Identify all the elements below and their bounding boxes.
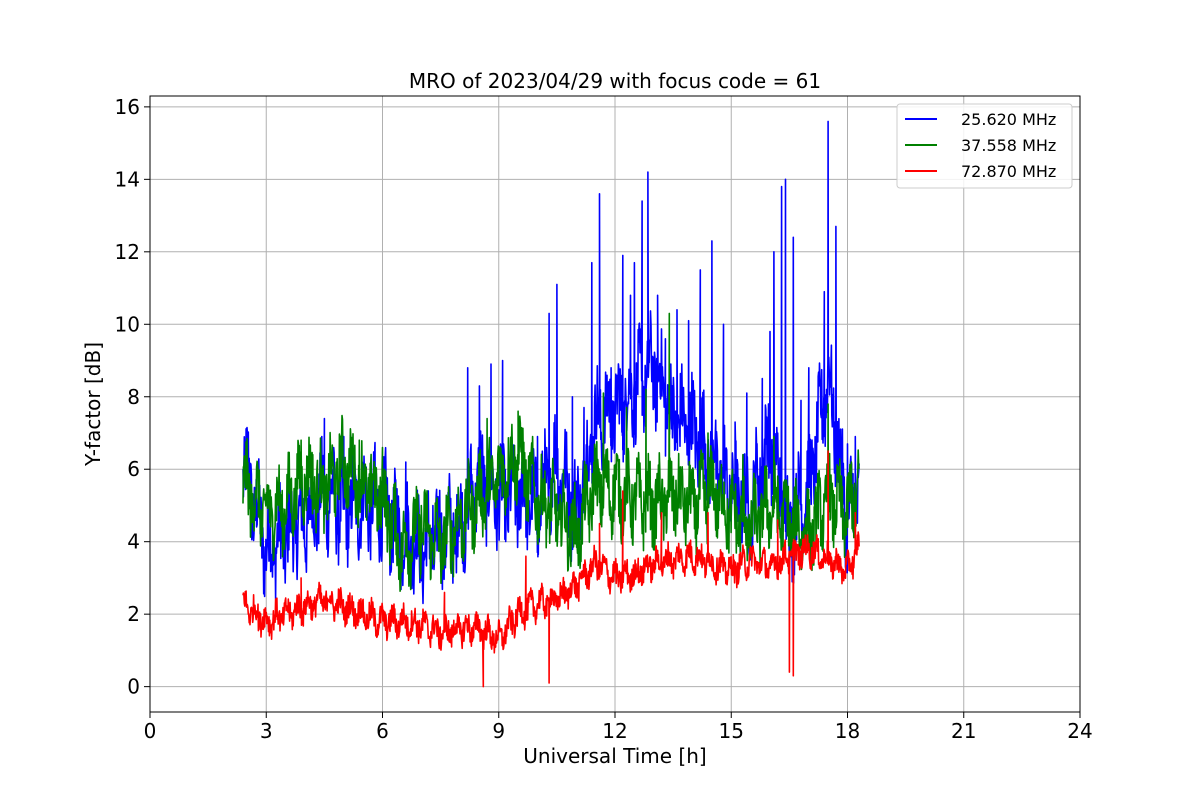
x-tick-label: 15	[719, 719, 744, 743]
x-tick-label: 12	[602, 719, 627, 743]
legend: 25.620 MHz 37.558 MHz 72.870 MHz	[896, 103, 1073, 189]
x-tick-label: 24	[1067, 719, 1092, 743]
y-tick-label: 6	[127, 457, 140, 481]
x-tick-label: 3	[260, 719, 273, 743]
legend-label: 37.558 MHz	[961, 136, 1056, 155]
x-tick-label: 9	[492, 719, 505, 743]
y-tick-label: 8	[127, 385, 140, 409]
x-tick-label: 0	[144, 719, 157, 743]
x-axis-label: Universal Time [h]	[523, 744, 706, 768]
y-tick-label: 4	[127, 530, 140, 554]
legend-label: 72.870 MHz	[961, 162, 1056, 181]
y-tick-label: 16	[115, 95, 140, 119]
series-layer	[242, 120, 860, 688]
x-tick-label: 6	[376, 719, 389, 743]
series-line-3	[242, 450, 860, 688]
legend-box	[896, 103, 1073, 189]
y-tick-label: 0	[127, 675, 140, 699]
y-tick-label: 12	[115, 240, 140, 264]
x-tick-label: 18	[835, 719, 860, 743]
y-tick-label: 14	[115, 167, 140, 191]
y-axis-label: Y-factor [dB]	[81, 342, 105, 467]
series-line-2	[242, 312, 860, 592]
legend-label: 25.620 MHz	[961, 110, 1056, 129]
chart-title: MRO of 2023/04/29 with focus code = 61	[409, 69, 821, 93]
y-tick-label: 2	[127, 602, 140, 626]
y-tick-label: 10	[115, 312, 140, 336]
x-tick-label: 21	[951, 719, 976, 743]
